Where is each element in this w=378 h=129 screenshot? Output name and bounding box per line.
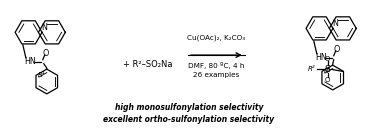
- Text: DMF, 80 ºC, 4 h: DMF, 80 ºC, 4 h: [188, 62, 245, 69]
- Text: 26 examples: 26 examples: [193, 72, 240, 78]
- Text: N: N: [332, 19, 338, 28]
- Text: HN: HN: [315, 53, 327, 62]
- Text: S: S: [325, 65, 331, 74]
- Text: O: O: [325, 55, 330, 62]
- Text: Cu(OAc)₂, K₂CO₃: Cu(OAc)₂, K₂CO₃: [187, 35, 245, 41]
- Text: excellent ortho-sulfonylation selectivity: excellent ortho-sulfonylation selectivit…: [104, 115, 274, 124]
- Text: HN: HN: [24, 57, 36, 66]
- Text: R²: R²: [308, 66, 315, 72]
- Text: O: O: [333, 45, 340, 54]
- Text: high monosulfonylation selectivity: high monosulfonylation selectivity: [115, 103, 263, 112]
- Text: N: N: [41, 23, 47, 32]
- Text: R¹: R¹: [38, 72, 46, 78]
- Text: + R²–SO₂Na: + R²–SO₂Na: [123, 59, 173, 68]
- Text: R¹: R¹: [324, 68, 332, 74]
- Text: O: O: [43, 49, 49, 58]
- Text: O: O: [325, 77, 330, 83]
